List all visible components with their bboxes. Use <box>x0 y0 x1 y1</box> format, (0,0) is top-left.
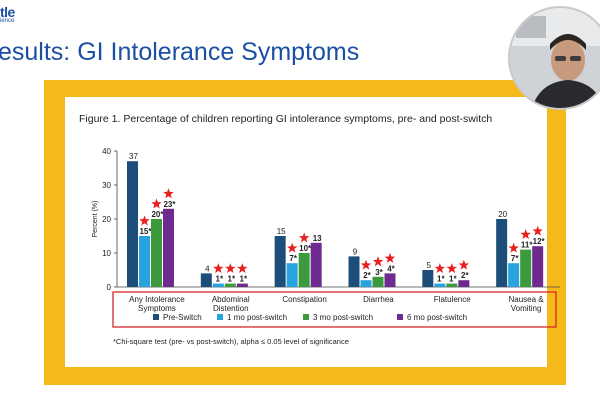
bar <box>508 263 520 287</box>
significance-star <box>446 263 458 274</box>
bar <box>496 219 508 287</box>
significance-star <box>213 263 224 274</box>
x-tick-label: Abdominal <box>212 295 250 304</box>
bar <box>200 273 212 287</box>
highlight-box <box>112 291 557 328</box>
data-label: 20 <box>498 210 507 219</box>
presenter-webcam <box>508 6 600 110</box>
x-tick-label: Distention <box>213 304 249 313</box>
bar <box>286 263 298 287</box>
data-label: 1* <box>437 275 445 284</box>
significance-star <box>151 198 162 209</box>
data-label: 10* <box>299 244 312 253</box>
bar <box>372 276 384 287</box>
footnote: *Chi-square test (pre- vs post-switch), … <box>113 337 349 346</box>
presenter-image <box>510 8 600 108</box>
data-label: 12* <box>533 237 546 246</box>
bar <box>384 273 396 287</box>
x-tick-label: Symptoms <box>138 304 176 313</box>
slide-title: esults: GI Intolerance Symptoms <box>0 38 360 66</box>
legend-swatch <box>217 314 223 320</box>
significance-star <box>237 263 248 274</box>
bar <box>360 280 372 287</box>
data-label: 15 <box>277 227 286 236</box>
legend-label: 1 mo post-switch <box>227 313 287 322</box>
bar <box>236 283 248 287</box>
data-label: 1* <box>240 275 248 284</box>
y-tick-label: 40 <box>102 147 111 156</box>
bar <box>224 283 236 287</box>
bar <box>532 246 544 287</box>
x-tick-label: Vomiting <box>511 304 542 313</box>
bar <box>274 236 286 287</box>
significance-star <box>532 225 543 236</box>
bar <box>127 161 138 287</box>
legend-label: 3 mo post-switch <box>313 313 373 322</box>
legend-swatch <box>397 314 403 320</box>
data-label: 1* <box>449 275 457 284</box>
data-label: 20* <box>151 210 164 219</box>
significance-star <box>372 256 384 267</box>
significance-star <box>163 188 174 199</box>
significance-star <box>508 242 519 253</box>
data-label: 7* <box>289 254 297 263</box>
significance-star <box>458 259 470 270</box>
data-label: 15* <box>139 227 152 236</box>
bar <box>422 270 434 287</box>
logo: tle ience <box>0 4 15 24</box>
bar <box>348 256 360 287</box>
significance-star <box>298 232 310 243</box>
significance-star <box>384 252 396 263</box>
data-label: 4 <box>205 264 210 273</box>
bar <box>434 283 446 287</box>
significance-star <box>360 259 372 270</box>
bar <box>446 283 458 287</box>
significance-star <box>434 263 446 274</box>
data-label: 9 <box>353 247 358 256</box>
data-label: 37 <box>129 152 138 161</box>
significance-star <box>520 229 531 240</box>
y-tick-label: 10 <box>102 249 111 258</box>
bar <box>212 283 224 287</box>
legend-swatch <box>153 314 159 320</box>
x-tick-label: Flatulence <box>434 295 471 304</box>
significance-star <box>139 215 150 226</box>
bar <box>458 280 470 287</box>
figure-title: Figure 1. Percentage of children reporti… <box>79 113 493 125</box>
data-label: 7* <box>511 254 519 263</box>
bar <box>151 219 162 287</box>
data-label: 11* <box>521 241 533 250</box>
logo-brand: tle <box>0 4 15 20</box>
legend-label: 6 mo post-switch <box>407 313 467 322</box>
x-tick-label: Diarrhea <box>363 295 394 304</box>
bar <box>139 236 150 287</box>
x-tick-label: Constipation <box>282 295 326 304</box>
x-tick-label: Any Intolerance <box>129 295 185 304</box>
data-label: 3* <box>375 268 383 277</box>
data-label: 1* <box>228 275 236 284</box>
logo-subtext: ience <box>0 18 15 24</box>
significance-star <box>286 242 298 253</box>
bar <box>520 249 532 287</box>
data-label: 5 <box>427 261 432 270</box>
y-tick-label: 30 <box>102 181 111 190</box>
data-label: 2* <box>363 271 371 280</box>
y-tick-label: 0 <box>107 283 112 292</box>
data-label: 4* <box>387 264 395 273</box>
bar <box>298 253 310 287</box>
legend-label: Pre-Switch <box>163 313 202 322</box>
y-tick-label: 20 <box>102 215 111 224</box>
significance-star <box>225 263 236 274</box>
legend-swatch <box>303 314 309 320</box>
figure-panel <box>65 97 547 367</box>
bar <box>310 242 322 287</box>
bar <box>163 208 174 287</box>
y-axis-label: Percent (%) <box>92 201 99 238</box>
data-label: 23* <box>163 200 176 209</box>
data-label: 13 <box>313 234 322 243</box>
data-label: 1* <box>216 275 224 284</box>
data-label: 2* <box>461 271 469 280</box>
x-tick-label: Nausea & <box>509 295 545 304</box>
